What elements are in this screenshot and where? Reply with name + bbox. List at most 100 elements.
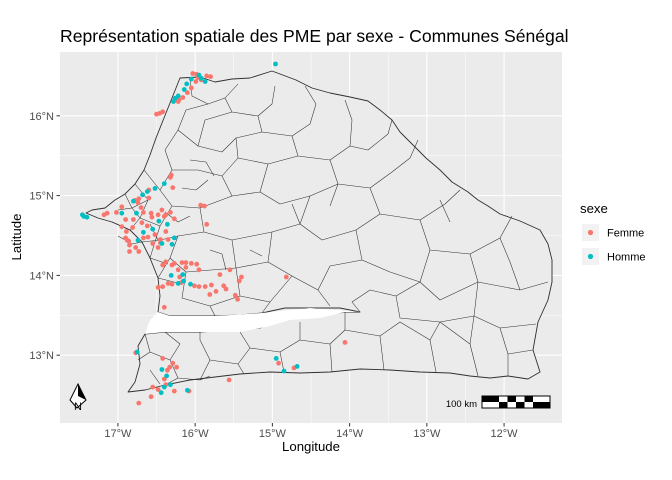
- point-femme: [130, 225, 136, 230]
- point-femme: [209, 282, 214, 288]
- point-femme: [141, 235, 146, 241]
- point-femme: [194, 261, 200, 267]
- point-homme: [158, 390, 164, 396]
- point-femme: [169, 281, 175, 287]
- point-homme: [144, 189, 150, 195]
- point-femme: [139, 220, 145, 226]
- x-axis-title: Longitude: [282, 439, 340, 454]
- point-femme: [124, 229, 129, 234]
- point-femme: [127, 242, 132, 248]
- point-femme: [174, 364, 180, 370]
- point-femme: [146, 195, 152, 201]
- x-tick-label: 15°W: [259, 428, 287, 440]
- point-femme: [198, 202, 204, 208]
- communes-basemap: [85, 70, 553, 393]
- point-femme: [342, 340, 348, 345]
- north-arrow-half: [78, 384, 86, 400]
- point-femme: [217, 272, 223, 277]
- point-femme: [114, 210, 119, 215]
- point-femme: [171, 216, 177, 222]
- point-femme: [133, 245, 139, 250]
- point-femme: [155, 285, 161, 290]
- point-femme: [163, 212, 169, 218]
- point-femme: [235, 296, 241, 302]
- point-homme: [198, 75, 204, 81]
- point-femme: [168, 174, 173, 180]
- point-homme: [140, 192, 146, 198]
- point-femme: [192, 283, 197, 289]
- point-femme: [158, 237, 163, 242]
- point-homme: [152, 186, 158, 191]
- point-homme: [165, 221, 170, 227]
- point-femme: [145, 234, 151, 240]
- point-femme: [175, 267, 181, 273]
- point-homme: [175, 281, 181, 286]
- point-femme: [227, 267, 233, 273]
- point-femme: [170, 185, 176, 191]
- point-homme: [181, 87, 187, 92]
- point-homme: [150, 226, 156, 232]
- y-axis-ticks: 13°N 14°N 15°N 16°N: [29, 111, 60, 362]
- point-homme: [156, 218, 162, 224]
- point-femme: [150, 241, 156, 246]
- point-femme: [136, 249, 142, 254]
- point-homme: [185, 387, 190, 393]
- point-femme: [127, 249, 132, 254]
- point-femme: [226, 377, 232, 383]
- data-points: [80, 61, 348, 406]
- point-homme: [131, 198, 136, 204]
- point-homme: [119, 210, 125, 216]
- legend-key-point: [587, 229, 594, 236]
- point-femme: [171, 388, 177, 394]
- x-axis-ticks: 17°W 16°W 15°W 14°W 13°W 12°W: [104, 423, 518, 440]
- point-homme: [202, 79, 208, 84]
- point-femme: [119, 204, 125, 210]
- point-homme: [164, 373, 170, 379]
- point-femme: [123, 217, 128, 222]
- point-femme: [126, 238, 132, 244]
- point-femme: [154, 111, 159, 117]
- point-femme: [163, 259, 169, 265]
- point-homme: [141, 229, 146, 235]
- chart-title: Représentation spatiale des PME par sexe…: [60, 26, 569, 46]
- point-femme: [160, 284, 166, 289]
- point-femme: [150, 384, 156, 390]
- point-femme: [155, 387, 161, 392]
- scale-bar-segment: [499, 402, 508, 408]
- point-femme: [148, 394, 154, 400]
- point-femme: [185, 90, 190, 96]
- point-femme: [160, 262, 166, 268]
- y-tick-label: 16°N: [29, 111, 54, 123]
- scale-bar-segment: [516, 402, 525, 408]
- point-femme: [283, 274, 289, 280]
- point-homme: [84, 214, 90, 220]
- point-femme: [183, 260, 189, 265]
- point-femme: [136, 196, 142, 202]
- point-femme: [188, 85, 194, 91]
- point-femme: [179, 260, 185, 265]
- legend-title: sexe: [580, 201, 608, 216]
- y-tick-label: 14°N: [29, 270, 54, 282]
- point-homme: [159, 241, 165, 246]
- scale-bar-segment: [482, 396, 499, 402]
- point-femme: [160, 356, 166, 361]
- point-femme: [170, 360, 176, 366]
- point-femme: [236, 278, 242, 284]
- point-homme: [168, 273, 174, 278]
- y-tick-label: 15°N: [29, 191, 54, 203]
- point-femme: [163, 229, 169, 234]
- point-femme: [180, 95, 186, 100]
- point-homme: [134, 210, 139, 216]
- point-femme: [159, 207, 165, 213]
- point-femme: [168, 210, 173, 215]
- point-homme: [273, 356, 279, 361]
- point-homme: [161, 384, 167, 390]
- y-tick-label: 13°N: [29, 350, 54, 362]
- point-femme: [171, 261, 177, 266]
- legend-label: Femme: [607, 228, 644, 240]
- legend-key-point: [587, 253, 594, 260]
- point-femme: [149, 214, 155, 220]
- point-femme: [193, 79, 199, 84]
- point-femme: [175, 99, 181, 104]
- x-tick-label: 14°W: [336, 428, 364, 440]
